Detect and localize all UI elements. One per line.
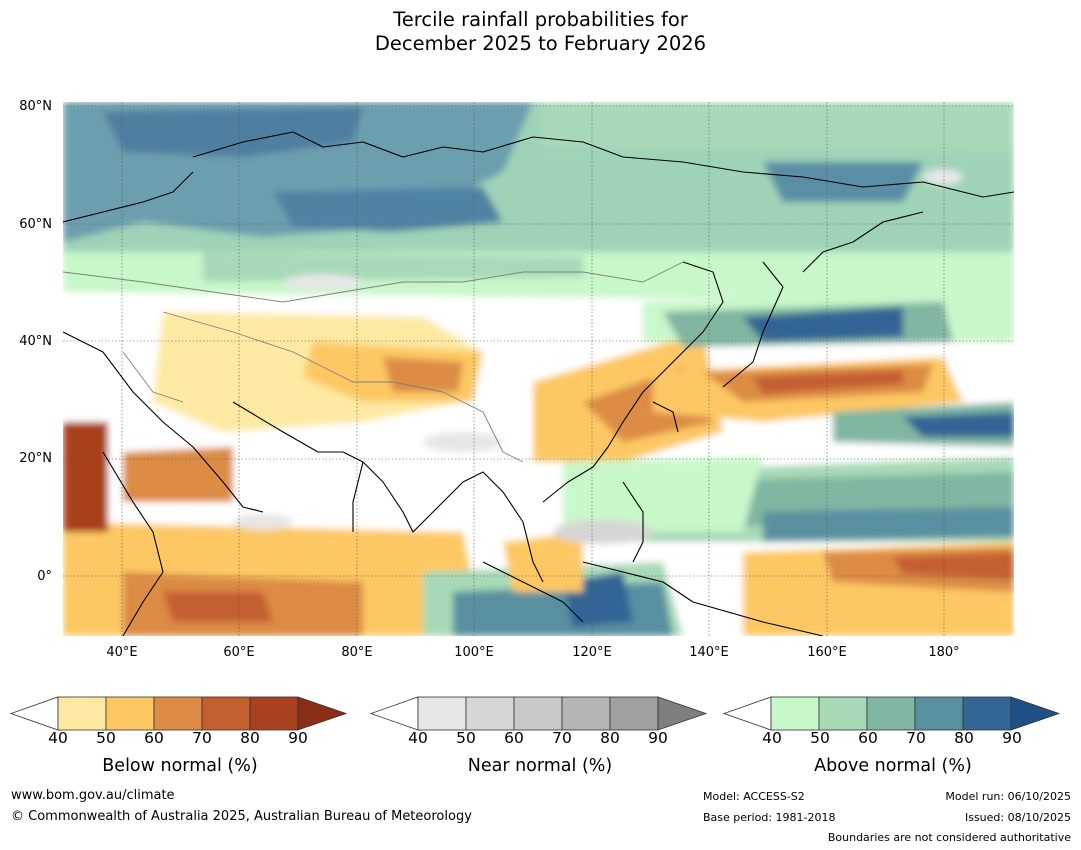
above-swatch-over	[1010, 696, 1061, 731]
lon-label-180: 180°	[928, 645, 960, 660]
lat-label-40n: 40°N	[19, 334, 52, 349]
lat-label-0: 0°	[37, 569, 52, 584]
graticule	[63, 102, 1014, 636]
above-swatch-2	[818, 696, 868, 731]
lon-label-80e: 80°E	[341, 645, 373, 660]
colorbar-below-tick: 60	[144, 729, 164, 747]
colorbar-near-tick: 60	[504, 729, 524, 747]
colorbar-near-normal: 40 50 60 70 80 90 Near normal (%)	[370, 696, 710, 806]
colorbar-below-tick: 50	[96, 729, 116, 747]
colorbar-above-label: Above normal (%)	[814, 756, 972, 776]
colorbar-below-tick: 40	[48, 729, 68, 747]
lon-label-100e: 100°E	[454, 645, 494, 660]
above-swatch-4	[914, 696, 964, 731]
copyright-text: © Commonwealth of Australia 2025, Austra…	[11, 809, 472, 824]
colorbar-below-tick: 90	[288, 729, 308, 747]
map-canvas	[63, 102, 1014, 636]
lon-label-120e: 120°E	[572, 645, 612, 660]
coastlines	[63, 131, 1014, 636]
below-swatch-2	[105, 696, 155, 731]
colorbar-above-tick: 90	[1002, 729, 1022, 747]
colorbar-below-label: Below normal (%)	[102, 756, 258, 776]
colorbar-below-tick: 80	[240, 729, 260, 747]
colorbar-below-tick: 70	[192, 729, 212, 747]
near-swatch-over	[657, 696, 708, 731]
below-swatch-over	[297, 696, 348, 731]
near-swatch-1	[417, 696, 467, 731]
colorbar-above-tick: 80	[954, 729, 974, 747]
colorbar-near-tick: 90	[648, 729, 668, 747]
colorbar-near-tick: 40	[408, 729, 428, 747]
above-swatch-under	[723, 696, 772, 731]
title-line-1: Tercile rainfall probabilities for	[393, 8, 688, 31]
colorbar-near-tick: 50	[456, 729, 476, 747]
website-link[interactable]: www.bom.gov.au/climate	[11, 788, 175, 803]
colorbar-above-tick: 50	[810, 729, 830, 747]
base-period: Base period: 1981-2018	[703, 811, 836, 824]
lon-label-160e: 160°E	[807, 645, 847, 660]
colorbar-near-tick: 80	[600, 729, 620, 747]
colorbar-above-tick: 40	[762, 729, 782, 747]
near-swatch-4	[561, 696, 611, 731]
colorbar-near-tick: 70	[552, 729, 572, 747]
near-swatch-3	[513, 696, 563, 731]
model-name: Model: ACCESS-S2	[703, 790, 805, 803]
lat-label-20n: 20°N	[19, 451, 52, 466]
colorbar-above-tick: 70	[906, 729, 926, 747]
lon-label-40e: 40°E	[106, 645, 138, 660]
above-swatch-1	[770, 696, 820, 731]
below-swatch-1	[57, 696, 107, 731]
near-swatch-5	[609, 696, 659, 731]
lon-label-60e: 60°E	[223, 645, 255, 660]
near-swatch-under	[370, 696, 419, 731]
below-swatch-5	[249, 696, 299, 731]
colorbar-near-label: Near normal (%)	[467, 756, 613, 776]
colorbar-above-swatches	[723, 696, 1061, 731]
above-swatch-5	[962, 696, 1012, 731]
below-swatch-3	[153, 696, 203, 731]
title-line-2: December 2025 to February 2026	[374, 32, 707, 55]
below-swatch-4	[201, 696, 251, 731]
model-run-date: Model run: 06/10/2025	[945, 790, 1071, 803]
near-swatch-2	[465, 696, 515, 731]
issued-date: Issued: 08/10/2025	[964, 811, 1071, 824]
colorbar-above-normal: 40 50 60 70 80 90 Above normal (%)	[723, 696, 1063, 806]
colorbar-below-swatches	[10, 696, 348, 731]
map-title: Tercile rainfall probabilities for Decem…	[0, 8, 1081, 56]
colorbar-below-normal: 40 50 60 70 80 90 Below normal (%)	[10, 696, 350, 806]
colorbar-near-swatches	[370, 696, 708, 731]
above-swatch-3	[866, 696, 916, 731]
colorbar-above-tick: 60	[858, 729, 878, 747]
lon-label-140e: 140°E	[689, 645, 729, 660]
boundaries-disclaimer: Boundaries are not considered authoritat…	[827, 831, 1071, 844]
country-boundaries	[63, 261, 684, 463]
lat-label-80n: 80°N	[19, 99, 52, 114]
below-swatch-under	[10, 696, 59, 731]
lat-label-60n: 60°N	[19, 217, 52, 232]
rainfall-probability-map	[63, 102, 1014, 636]
probability-field	[63, 102, 1014, 636]
